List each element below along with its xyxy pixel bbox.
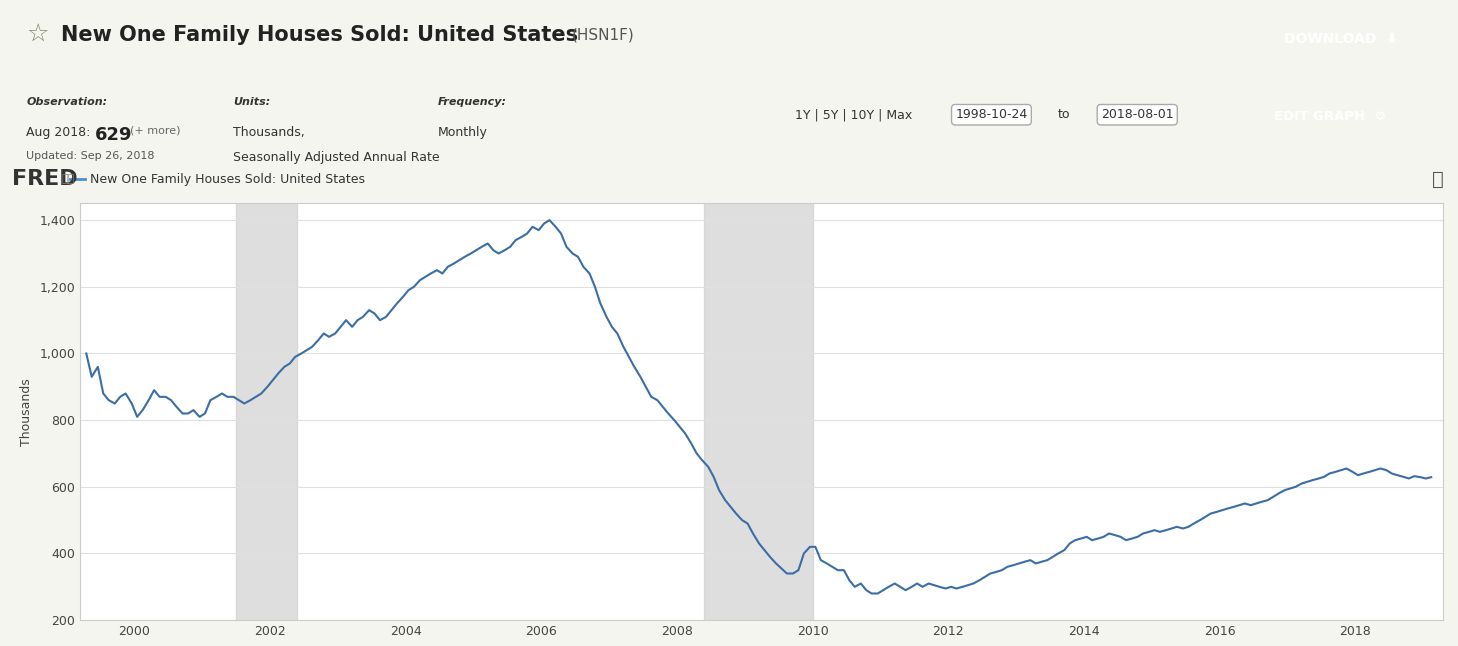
Text: Aug 2018:: Aug 2018: — [26, 125, 95, 139]
Text: Observation:: Observation: — [26, 97, 108, 107]
Text: Frequency:: Frequency: — [437, 97, 506, 107]
Text: Units:: Units: — [233, 97, 271, 107]
Text: Updated: Sep 26, 2018: Updated: Sep 26, 2018 — [26, 151, 155, 161]
Text: ☆: ☆ — [26, 23, 48, 47]
Bar — [236, 203, 297, 620]
Text: New One Family Houses Sold: United States: New One Family Houses Sold: United State… — [90, 172, 366, 186]
Text: Monthly: Monthly — [437, 125, 487, 139]
Text: (HSN1F): (HSN1F) — [572, 27, 634, 43]
Text: Seasonally Adjusted Annual Rate: Seasonally Adjusted Annual Rate — [233, 151, 440, 164]
Text: Thousands,: Thousands, — [233, 125, 305, 139]
Text: (+ more): (+ more) — [130, 125, 181, 136]
Text: EDIT GRAPH  ⚙: EDIT GRAPH ⚙ — [1274, 110, 1387, 123]
Text: New One Family Houses Sold: United States: New One Family Houses Sold: United State… — [61, 25, 586, 45]
Text: 1998-10-24: 1998-10-24 — [955, 109, 1028, 121]
Y-axis label: Thousands: Thousands — [19, 378, 32, 446]
Text: DOWNLOAD  ⬇: DOWNLOAD ⬇ — [1284, 32, 1398, 46]
Text: 1Y | 5Y | 10Y | Max: 1Y | 5Y | 10Y | Max — [795, 109, 911, 121]
Bar — [704, 203, 812, 620]
Text: 〜〜: 〜〜 — [61, 174, 74, 184]
Text: FRED: FRED — [12, 169, 77, 189]
Text: 2018-08-01: 2018-08-01 — [1101, 109, 1174, 121]
Text: to: to — [1059, 109, 1070, 121]
Text: 629: 629 — [95, 125, 133, 143]
Text: ⛶: ⛶ — [1432, 170, 1443, 189]
